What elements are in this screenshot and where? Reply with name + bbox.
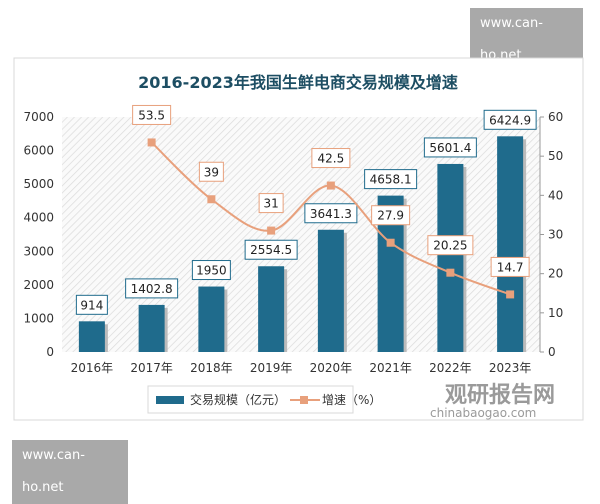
y-left-tick: 6000 <box>23 144 54 158</box>
bar-label-box <box>483 109 537 130</box>
logo-cn: 观研报告网 <box>445 383 555 408</box>
growth-point <box>147 138 156 147</box>
bar <box>497 136 524 352</box>
y-left-tick: 5000 <box>23 177 54 191</box>
y-right-tick: 40 <box>548 188 563 202</box>
growth-label: 31 <box>263 197 278 211</box>
x-tick: 2019年 <box>250 361 293 375</box>
bar-label: 1402.8 <box>131 282 173 296</box>
growth-point <box>267 226 276 235</box>
chart: 2016-2023年我国生鲜电商交易规模及增速 0100020003000400… <box>13 57 584 421</box>
x-tick: 2023年 <box>489 361 532 375</box>
y-left-tick: 7000 <box>23 110 54 124</box>
growth-label-box <box>311 148 351 169</box>
bar-label-box <box>125 278 179 299</box>
y-left-tick: 4000 <box>23 211 54 225</box>
legend-bar-swatch <box>156 396 184 404</box>
growth-label-box <box>198 161 224 182</box>
growth-label: 27.9 <box>377 209 404 223</box>
y-left-tick: 0 <box>46 345 54 359</box>
y-right-tick: 0 <box>548 345 556 359</box>
bar <box>258 266 285 352</box>
y-right-tick: 50 <box>548 149 563 163</box>
growth-label: 14.7 <box>497 260 524 274</box>
legend-line-marker <box>300 396 308 404</box>
growth-label: 53.5 <box>138 108 165 122</box>
bar <box>198 286 225 352</box>
y-left-tick: 3000 <box>23 244 54 258</box>
bar-label-box <box>75 294 108 315</box>
bar-label: 3641.3 <box>310 207 352 221</box>
y-right-tick: 30 <box>548 228 563 242</box>
x-tick: 2016年 <box>71 361 114 375</box>
growth-label-box <box>132 104 172 125</box>
x-tick: 2017年 <box>130 361 173 375</box>
growth-label: 39 <box>204 165 219 179</box>
y-left-tick: 1000 <box>23 311 54 325</box>
bar-label: 5601.4 <box>429 141 471 155</box>
bar-label: 914 <box>80 298 103 312</box>
growth-label: 42.5 <box>318 152 345 166</box>
x-tick: 2021年 <box>369 361 412 375</box>
y-right-tick: 20 <box>548 267 563 281</box>
bar-label: 1950 <box>196 264 227 278</box>
growth-label-box <box>490 256 530 277</box>
bar-label: 2554.5 <box>250 243 292 257</box>
x-tick: 2022年 <box>429 361 472 375</box>
bar-label: 6424.9 <box>489 113 531 127</box>
bar-label-box <box>244 239 298 260</box>
growth-point <box>506 290 515 299</box>
bar-label-box <box>423 137 477 158</box>
y-right-tick: 10 <box>548 306 563 320</box>
growth-point <box>326 181 335 190</box>
bar-label-box <box>304 203 358 224</box>
legend-line-label: 增速（%） <box>322 393 381 407</box>
growth-label-box <box>371 205 411 226</box>
growth-label-box <box>258 193 284 214</box>
y-left-tick: 2000 <box>23 278 54 292</box>
bar-label-box <box>191 260 231 281</box>
growth-label: 20.25 <box>433 239 467 253</box>
bar-label-box <box>364 169 418 190</box>
growth-point <box>386 238 395 247</box>
x-tick: 2018年 <box>190 361 233 375</box>
growth-point <box>207 195 216 204</box>
y-right-tick: 60 <box>548 110 563 124</box>
bar <box>437 163 464 352</box>
legend-bar-label: 交易规模（亿元） <box>190 392 286 407</box>
bar-label: 4658.1 <box>370 173 412 187</box>
watermark-bottom: www.can-ho.net <box>12 440 128 504</box>
bar <box>138 304 165 352</box>
growth-point <box>446 268 455 277</box>
bar <box>317 229 344 352</box>
x-tick: 2020年 <box>310 361 353 375</box>
bar <box>78 321 105 352</box>
logo-en: chinabaogao.com <box>430 406 536 420</box>
growth-label-box <box>427 235 474 256</box>
chart-title: 2016-2023年我国生鲜电商交易规模及增速 <box>138 73 458 92</box>
